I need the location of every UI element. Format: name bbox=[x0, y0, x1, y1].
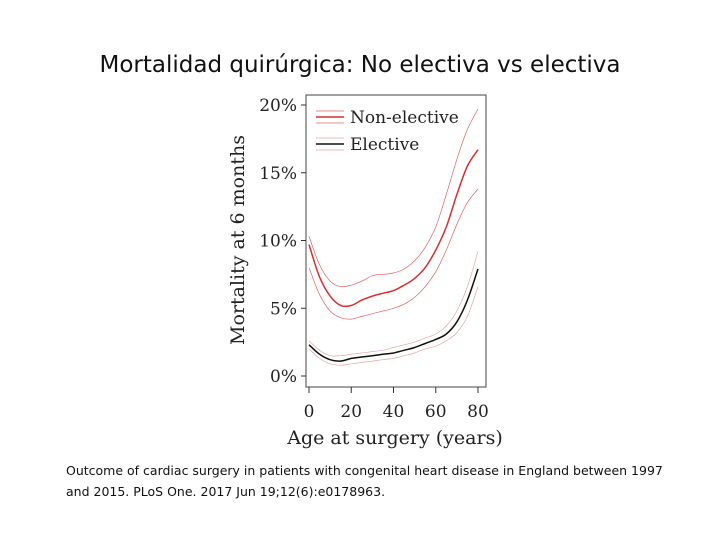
legend-label-0: Non-elective bbox=[350, 108, 459, 128]
y-tick-label: 0% bbox=[270, 367, 297, 387]
legend-label-1: Elective bbox=[350, 135, 419, 155]
x-tick-label: 0 bbox=[304, 402, 315, 422]
plot-area: 0% 5% 10% 15% 20% 0 20 40 60 80 Non-elective Electi… bbox=[259, 94, 489, 422]
x-tick-label: 20 bbox=[340, 402, 362, 422]
y-tick-label: 10% bbox=[259, 232, 297, 252]
y-tick-label: 15% bbox=[259, 164, 297, 184]
series-non-elective-line bbox=[308, 149, 479, 308]
series-non-elective-upper-ci bbox=[308, 108, 479, 288]
slide-title: Mortalidad quirúrgica: No electiva vs el… bbox=[99, 52, 621, 78]
y-tick-label: 5% bbox=[270, 299, 297, 319]
x-tick-label: 40 bbox=[383, 402, 405, 422]
series-non-elective-lower-ci bbox=[308, 188, 479, 320]
y-axis-label: Mortality at 6 months bbox=[227, 135, 249, 345]
source-caption: Outcome of cardiac surgery in patients w… bbox=[66, 460, 696, 502]
caption-line-2: and 2015. PLoS One. 2017 Jun 19;12(6):e0… bbox=[66, 484, 386, 499]
x-tick-label: 80 bbox=[467, 402, 489, 422]
y-tick-label: 20% bbox=[259, 96, 297, 116]
series-elective-line bbox=[308, 268, 479, 362]
series-elective-lower-ci bbox=[308, 286, 479, 366]
caption-line-1: Outcome of cardiac surgery in patients w… bbox=[66, 463, 663, 478]
x-axis-label: Age at surgery (years) bbox=[286, 427, 502, 449]
series-elective-upper-ci bbox=[308, 251, 479, 357]
x-tick-label: 60 bbox=[425, 402, 447, 422]
